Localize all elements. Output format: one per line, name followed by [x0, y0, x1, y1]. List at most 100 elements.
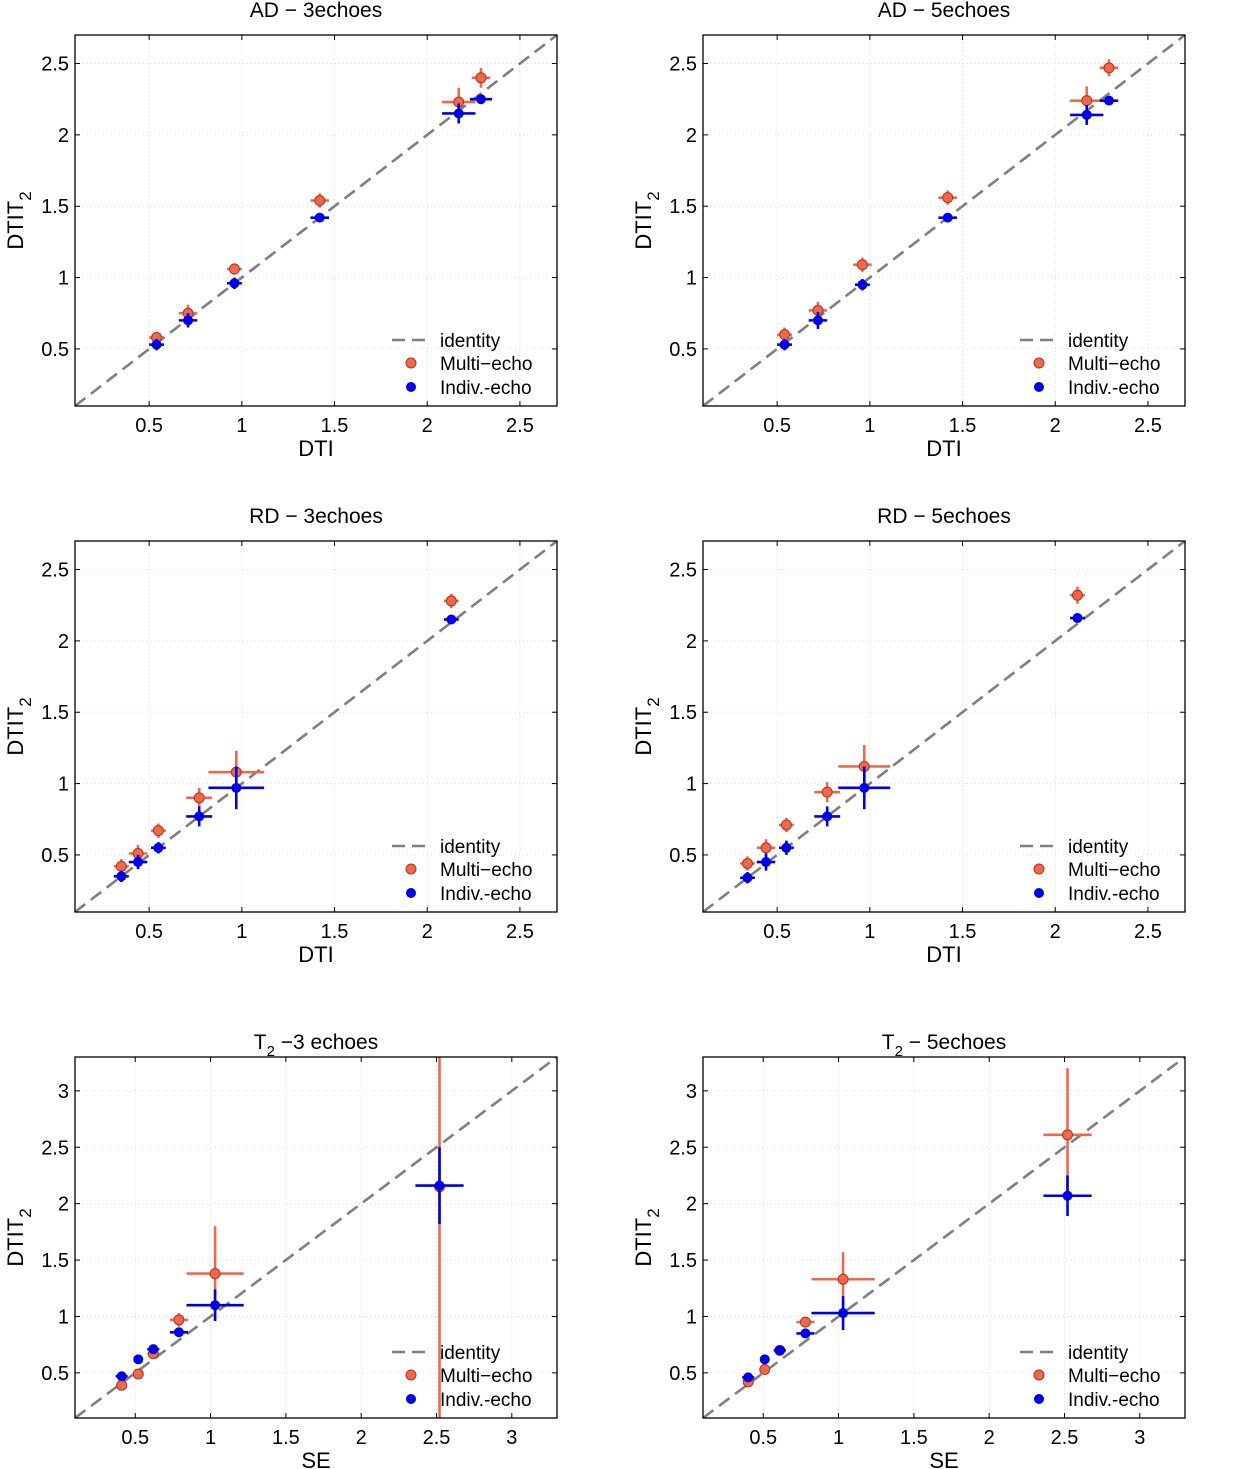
x-tick-label: 2.5 — [423, 1427, 451, 1449]
legend-multi-echo-swatch — [405, 357, 417, 369]
multi-echo-marker — [1103, 62, 1115, 74]
multi-echo-point — [471, 67, 491, 88]
legend-indiv-echo-swatch — [406, 382, 416, 392]
legend-indiv-echo-label: Indiv.-echo — [1068, 1390, 1160, 1411]
plot-frame — [702, 34, 1186, 407]
y-tick-label: 1.5 — [669, 1250, 697, 1272]
y-tick-label: 1.5 — [41, 1250, 69, 1272]
x-tick-label: 2.5 — [1051, 1427, 1079, 1449]
chart-title: RD − 5echoes — [877, 505, 1011, 528]
indiv-echo-marker — [812, 315, 823, 326]
indiv-echo-point — [742, 1372, 755, 1383]
y-axis-label-main: DTIT — [631, 707, 656, 756]
indiv-echo-marker — [743, 1372, 754, 1383]
legend-indiv-echo-label: Indiv.-echo — [440, 884, 532, 905]
multi-echo-point — [443, 593, 459, 609]
indiv-echo-point — [1070, 613, 1085, 624]
y-axis-label-subscript: 2 — [16, 1208, 35, 1217]
x-axis-label: SE — [301, 1448, 330, 1469]
legend-indiv-echo-label: Indiv.-echo — [440, 1390, 532, 1411]
multi-echo-marker — [314, 195, 326, 207]
indiv-echo-point — [208, 766, 265, 810]
chart-title-main: T — [882, 1031, 895, 1054]
x-tick-label: 1.5 — [272, 1427, 300, 1449]
indiv-echo-point — [1099, 95, 1119, 106]
multi-echo-point — [132, 1368, 144, 1380]
indiv-echo-marker — [781, 842, 792, 853]
multi-echo-marker — [193, 792, 205, 804]
indiv-echo-point — [808, 311, 828, 329]
y-tick-label: 1 — [58, 1306, 69, 1328]
y-tick-label: 0.5 — [41, 1363, 69, 1385]
x-tick-label: 2 — [1050, 415, 1061, 437]
indiv-echo-point — [151, 842, 166, 854]
multi-echo-point — [227, 263, 242, 275]
multi-echo-point — [759, 1363, 771, 1375]
x-tick-label: 2 — [422, 921, 433, 943]
indiv-echo-marker — [153, 842, 164, 853]
multi-echo-point — [938, 190, 957, 205]
indiv-echo-point — [777, 338, 792, 351]
plot-frame — [702, 1056, 1186, 1419]
indiv-echo-point — [773, 1345, 786, 1356]
identity-line — [703, 1057, 1185, 1418]
multi-echo-point — [1070, 586, 1085, 604]
chart-title: AD − 3echoes — [250, 0, 383, 22]
indiv-echo-point — [855, 279, 870, 291]
chart-title-rest: −3 echoes — [275, 1031, 378, 1054]
multi-echo-point — [1099, 59, 1119, 77]
chart-title: AD − 5echoes — [878, 0, 1011, 22]
indiv-echo-point — [128, 854, 148, 870]
legend-multi-echo-label: Multi−echo — [440, 860, 532, 881]
multi-echo-point — [151, 823, 166, 838]
indiv-echo-marker — [779, 339, 790, 350]
indiv-echo-point — [133, 1354, 144, 1365]
data-layer — [75, 541, 557, 912]
x-tick-label: 0.5 — [135, 921, 163, 943]
indiv-echo-point — [814, 806, 841, 827]
multi-echo-marker — [1081, 95, 1093, 107]
legend-indiv-echo-swatch — [1034, 1394, 1044, 1404]
legend-indiv-echo-label: Indiv.-echo — [1068, 378, 1160, 399]
x-axis-label: DTI — [926, 436, 961, 461]
x-tick-label: 0.5 — [763, 921, 791, 943]
multi-echo-point — [740, 856, 755, 871]
x-tick-label: 2.5 — [1134, 921, 1162, 943]
legend-identity-label: identity — [440, 837, 501, 858]
x-axis-label: DTI — [298, 436, 333, 461]
multi-echo-point — [310, 193, 329, 208]
legend-multi-echo-swatch — [405, 1369, 417, 1381]
indiv-echo-marker — [1062, 1190, 1073, 1201]
x-tick-label: 1 — [864, 415, 875, 437]
indiv-echo-point — [443, 614, 459, 625]
multi-echo-marker — [132, 1368, 144, 1380]
y-axis-label-subscript: 2 — [644, 1208, 663, 1217]
y-tick-label: 2.5 — [669, 54, 697, 76]
y-tick-label: 2 — [58, 1194, 69, 1216]
indiv-echo-marker — [183, 315, 194, 326]
y-axis-label: DTIT2 — [631, 1208, 663, 1266]
multi-echo-marker — [942, 192, 954, 204]
multi-echo-marker — [116, 1379, 128, 1391]
y-tick-label: 1 — [686, 1306, 697, 1328]
x-tick-label: 1.5 — [949, 921, 977, 943]
y-tick-label: 2 — [58, 631, 69, 653]
indiv-echo-point — [113, 870, 129, 883]
indiv-echo-marker — [859, 782, 870, 793]
indiv-echo-point — [756, 853, 776, 871]
legend-identity-label: identity — [440, 331, 501, 352]
indiv-echo-marker — [116, 871, 127, 882]
indiv-echo-marker — [116, 1371, 127, 1382]
multi-echo-marker — [821, 786, 833, 798]
y-axis-label-main: DTIT — [631, 1218, 656, 1267]
y-tick-label: 2 — [58, 125, 69, 147]
multi-echo-point — [779, 817, 794, 833]
chart-title: RD − 3echoes — [249, 505, 383, 528]
data-layer — [703, 35, 1185, 406]
chart-panel: 0.5 1 1.5 2 2.5 0.5 1 1.5 2 2.5 AD − 3echoes DTI DTI… — [3, 0, 558, 461]
legend-indiv-echo-swatch — [1034, 382, 1044, 392]
multi-echo-marker — [173, 1314, 185, 1326]
